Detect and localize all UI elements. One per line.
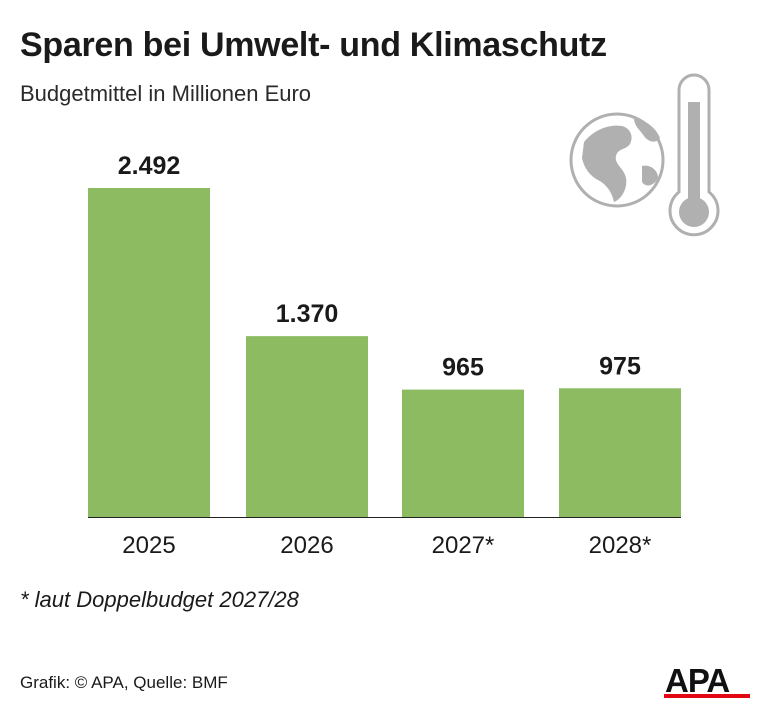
- bar-chart: 2.492 2025 1.370 2026 965 2027* 975 2028*: [88, 152, 681, 559]
- apa-logo: APA: [664, 662, 750, 699]
- value-label: 2.492: [118, 152, 181, 180]
- apa-logo-accent: [664, 694, 750, 698]
- x-tick-label: 2027*: [432, 532, 495, 559]
- climate-icons: [569, 73, 720, 237]
- bar-2027: [402, 389, 524, 517]
- x-tick-label: 2026: [280, 532, 333, 559]
- bar-2026: [246, 336, 368, 517]
- x-tick-label: 2028*: [589, 532, 652, 559]
- source-credit: Grafik: © APA, Quelle: BMF: [20, 673, 228, 692]
- chart-title: Sparen bei Umwelt- und Klimaschutz: [20, 26, 607, 64]
- chart-subtitle: Budgetmittel in Millionen Euro: [20, 81, 312, 106]
- value-label: 1.370: [276, 300, 339, 328]
- value-label: 965: [442, 354, 484, 382]
- bar-2028: [559, 388, 681, 517]
- value-label: 975: [599, 352, 641, 380]
- x-tick-label: 2025: [122, 532, 175, 559]
- thermometer-icon: [668, 73, 720, 237]
- globe-icon: [569, 112, 665, 208]
- apa-logo-text: APA: [665, 662, 729, 699]
- bar-2025: [88, 188, 210, 517]
- footnote: * laut Doppelbudget 2027/28: [20, 587, 299, 612]
